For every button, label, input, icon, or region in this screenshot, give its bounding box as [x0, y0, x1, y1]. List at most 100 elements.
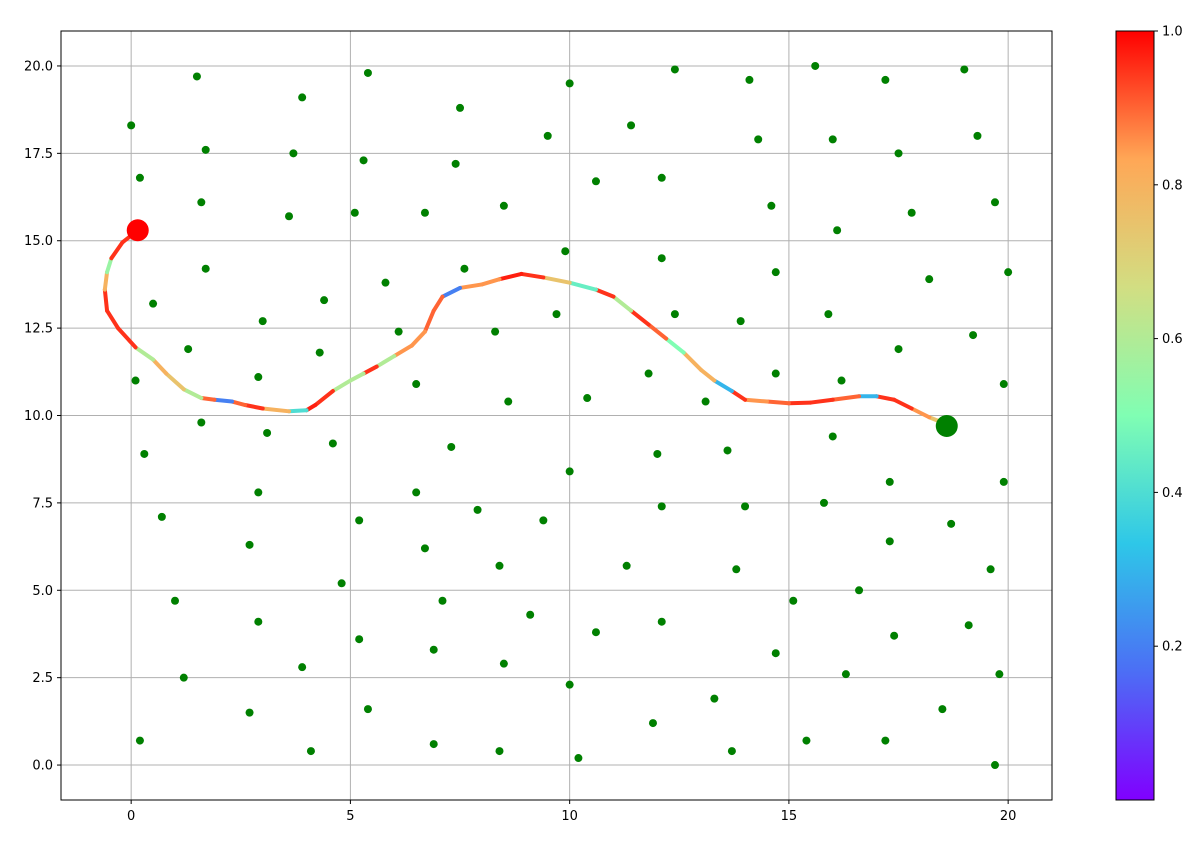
path-segment	[646, 322, 669, 341]
obstacle-point	[412, 488, 421, 497]
obstacle-point	[539, 516, 548, 525]
path-segment	[664, 336, 686, 355]
colorbar-tick-label: 0.8	[1162, 178, 1183, 193]
obstacle-point	[990, 761, 999, 770]
path-segment	[541, 275, 572, 285]
obstacle-point	[837, 376, 846, 385]
obstacle-point	[828, 135, 837, 144]
obstacle-point	[456, 103, 465, 112]
x-tick-label: 20	[1000, 809, 1017, 824]
grid	[61, 31, 1052, 800]
obstacle-point	[819, 498, 828, 507]
obstacle-point	[350, 208, 359, 217]
obstacle-point	[648, 719, 657, 728]
x-tick-label: 10	[561, 809, 578, 824]
obstacle-point	[771, 649, 780, 658]
markers	[126, 219, 958, 437]
path-segment	[109, 240, 125, 261]
obstacle-point	[745, 75, 754, 84]
x-tick-label: 0	[127, 809, 135, 824]
path-segment	[567, 280, 598, 292]
y-tick-label: 5.0	[32, 584, 53, 599]
path-segment	[392, 343, 414, 359]
path-segment	[105, 256, 114, 275]
obstacle-point	[359, 156, 368, 165]
obstacle-point	[337, 579, 346, 588]
path-segment	[440, 285, 463, 299]
obstacle-point	[473, 505, 482, 514]
obstacle-point	[771, 369, 780, 378]
obstacle-point	[420, 544, 429, 553]
obstacle-point	[670, 65, 679, 74]
obstacle-point	[363, 705, 372, 714]
colorbar-gradient	[1115, 30, 1155, 801]
obstacle-point	[298, 93, 307, 102]
path-segment	[133, 345, 156, 362]
path-segment	[105, 308, 121, 331]
path-segment	[374, 354, 397, 369]
path-segment	[593, 287, 616, 299]
obstacle-point	[412, 380, 421, 389]
x-tick-label: 15	[781, 809, 798, 824]
colorbar: 0.2 0.4 0.6 0.8 1.0	[1115, 25, 1183, 801]
path-segment	[199, 396, 217, 402]
path-segment	[116, 326, 138, 350]
start-marker	[935, 414, 958, 437]
y-tick-label: 0.0	[32, 759, 53, 774]
obstacle-point	[999, 477, 1008, 486]
path-segment	[729, 389, 748, 402]
obstacle-point	[381, 278, 390, 287]
y-tick-label: 12.5	[24, 322, 53, 337]
obstacle-point	[890, 631, 899, 640]
path-segment	[313, 389, 335, 408]
obstacle-point	[969, 331, 978, 340]
obstacle-point	[789, 596, 798, 605]
obstacle-point	[429, 645, 438, 654]
obstacle-point	[811, 61, 820, 70]
obstacle-point	[127, 121, 136, 130]
obstacle-point	[438, 596, 447, 605]
obstacle-point	[254, 617, 263, 626]
obstacle-point	[245, 540, 254, 549]
obstacle-point	[591, 177, 600, 186]
y-tick-label: 17.5	[24, 147, 53, 162]
path-segment	[361, 364, 379, 376]
path-segment	[830, 394, 862, 402]
obstacle-point	[447, 442, 456, 451]
obstacle-point	[315, 348, 324, 357]
obstacle-point	[491, 327, 500, 336]
path-segment	[243, 403, 265, 411]
y-tick-label: 20.0	[24, 59, 53, 74]
path-segment	[330, 378, 353, 394]
obstacle-point	[802, 736, 811, 745]
planned-path	[102, 228, 949, 427]
y-tick-label: 7.5	[32, 496, 53, 511]
path-segment	[422, 308, 436, 334]
path-segment	[629, 308, 651, 327]
obstacle-point	[561, 247, 570, 256]
obstacle-point	[289, 149, 298, 158]
obstacle-point	[179, 673, 188, 682]
y-axis: 0.0 2.5 5.0 7.5 10.0 12.5 15.0 17.5 20.0	[24, 59, 61, 774]
path-segment	[808, 397, 835, 405]
path-segment	[699, 368, 717, 383]
obstacle-point	[824, 310, 833, 319]
obstacle-point	[306, 747, 315, 756]
obstacle-point	[254, 488, 263, 497]
path-segment	[102, 287, 110, 313]
obstacle-point	[363, 68, 372, 77]
x-tick-label: 5	[346, 809, 354, 824]
obstacle-point	[254, 373, 263, 382]
obstacle-point	[201, 264, 210, 273]
y-tick-label: 2.5	[32, 671, 53, 686]
path-segment	[230, 399, 248, 408]
obstacle-point	[355, 635, 364, 644]
obstacle-point	[197, 418, 206, 427]
obstacle-point	[131, 376, 140, 385]
obstacle-point	[328, 439, 337, 448]
obstacle-point	[495, 747, 504, 756]
obstacle-points	[127, 61, 1013, 770]
obstacle-point	[657, 173, 666, 182]
